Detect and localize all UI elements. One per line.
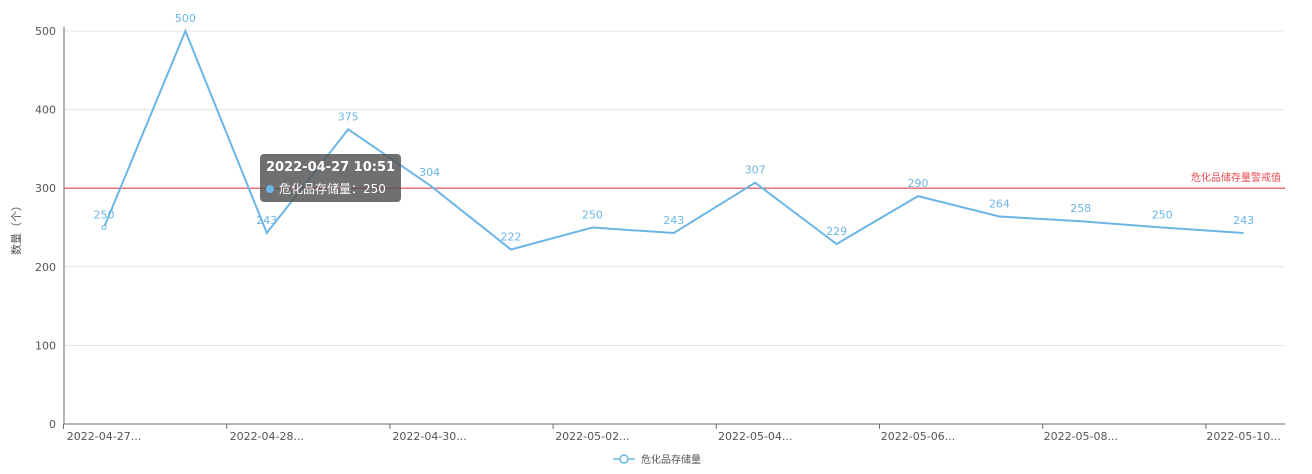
tooltip-value: 危化品存储量：250 bbox=[279, 182, 386, 196]
data-label-0: 250 bbox=[94, 209, 115, 222]
x-tick-label-1: 2022-04-28... bbox=[230, 430, 304, 443]
data-label-6: 250 bbox=[582, 209, 603, 222]
y-tick-label-100: 100 bbox=[35, 339, 56, 352]
data-label-8: 307 bbox=[745, 164, 766, 177]
mark-line-label: 危化品储存量警戒值 bbox=[1191, 171, 1281, 184]
data-label-14: 243 bbox=[1233, 214, 1254, 227]
legend[interactable]: 危化品存储量 bbox=[613, 453, 701, 466]
tooltip: 2022-04-27 10:51 危化品存储量：250 bbox=[260, 154, 402, 202]
data-label-1: 500 bbox=[175, 12, 196, 25]
data-point-0 bbox=[101, 225, 107, 230]
y-tick-label-300: 300 bbox=[35, 182, 56, 195]
data-labels: 250 500 243 375 304 222 250 243 307 229 290 264 258 2… bbox=[94, 12, 1255, 244]
data-label-9: 229 bbox=[826, 225, 847, 238]
tooltip-title: 2022-04-27 10:51 bbox=[266, 160, 396, 175]
data-label-7: 243 bbox=[663, 214, 684, 227]
data-label-13: 250 bbox=[1152, 209, 1173, 222]
tooltip-series-dot bbox=[266, 184, 274, 193]
x-tick-label-5: 2022-05-06... bbox=[881, 430, 955, 443]
y-tick-label-500: 500 bbox=[35, 25, 56, 38]
y-axis-label: 数量（个） bbox=[10, 200, 23, 255]
x-tick-label-6: 2022-05-08... bbox=[1044, 430, 1118, 443]
y-tick-label-200: 200 bbox=[35, 261, 56, 274]
data-label-5: 222 bbox=[501, 231, 522, 244]
x-tick-label-4: 2022-05-04... bbox=[718, 430, 792, 443]
data-label-2: 243 bbox=[256, 214, 277, 227]
x-tick-label-3: 2022-05-02... bbox=[555, 430, 629, 443]
x-tick-label-7: 2022-05-10... bbox=[1206, 430, 1280, 443]
data-label-11: 264 bbox=[989, 197, 1010, 210]
data-label-3: 375 bbox=[338, 110, 359, 123]
y-tick-label-0: 0 bbox=[49, 418, 56, 431]
x-tick-label-2: 2022-04-30... bbox=[392, 430, 466, 443]
data-label-12: 258 bbox=[1070, 202, 1091, 215]
tooltip-row: 危化品存储量：250 bbox=[266, 180, 395, 197]
legend-label: 危化品存储量 bbox=[641, 453, 701, 466]
axes: 0 100 200 300 400 500 2022-04-27... 2022-04-28.… bbox=[10, 25, 1285, 443]
x-tick-label-0: 2022-04-27... bbox=[67, 430, 141, 443]
data-label-4: 304 bbox=[419, 166, 440, 179]
legend-marker bbox=[619, 454, 629, 464]
data-label-10: 290 bbox=[908, 177, 929, 190]
y-tick-label-400: 400 bbox=[35, 104, 56, 117]
